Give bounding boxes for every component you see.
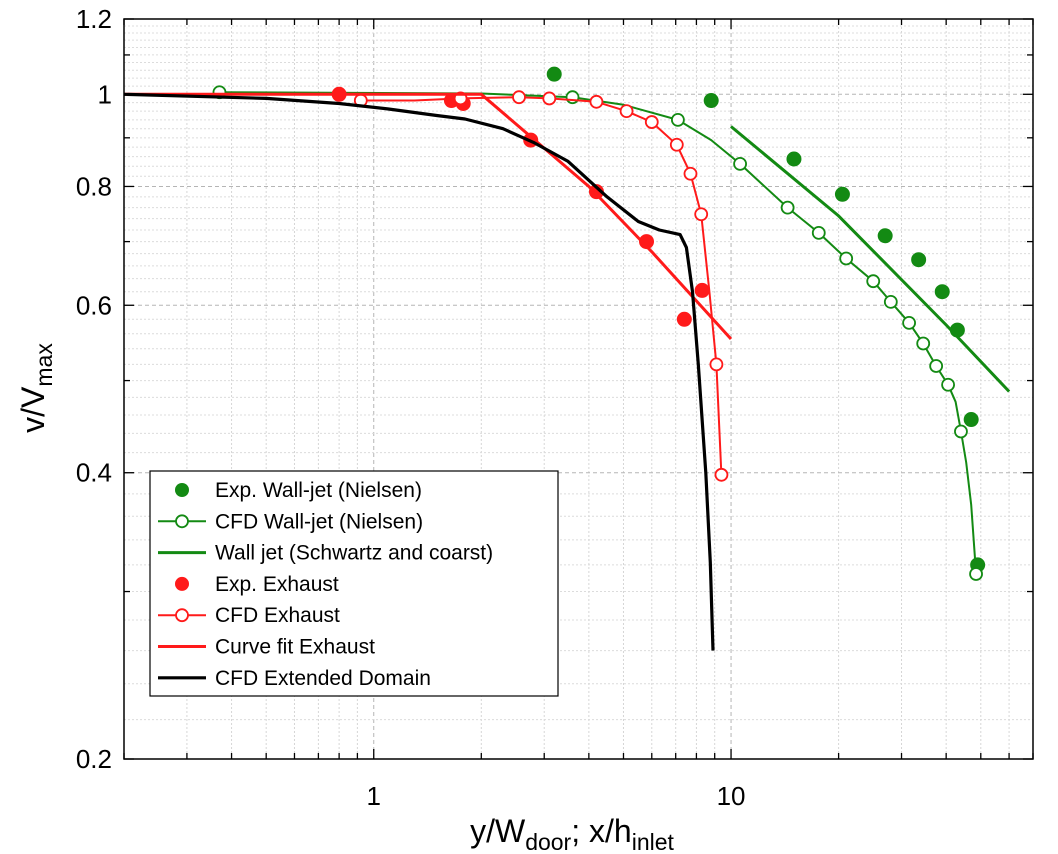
axis-ticks (123, 18, 1034, 760)
data-point (694, 282, 710, 298)
series-wall-jet-schwartz-and-coarst (730, 125, 1011, 393)
legend-entry: CFD Exhaust (158, 604, 340, 627)
data-point (703, 93, 719, 109)
y-tick-label: 1 (98, 79, 112, 109)
data-point (683, 166, 698, 181)
legend-marker (175, 483, 189, 497)
x-axis-title: y/Wdoor; x/hinlet (470, 813, 674, 854)
legend-box (149, 470, 559, 697)
legend: Exp. Wall-jet (Nielsen) CFD Wall-jet (Nie… (149, 470, 559, 697)
data-point (589, 94, 604, 109)
data-point (916, 336, 931, 351)
data-point (709, 357, 724, 372)
legend-label: CFD Extended Domain (215, 667, 431, 690)
data-point (954, 424, 968, 439)
legend-marker (175, 514, 189, 529)
data-point (963, 412, 979, 428)
data-point (839, 251, 854, 266)
data-point (877, 228, 893, 244)
data-point (786, 151, 802, 167)
data-point (969, 567, 983, 581)
y-tick-label: 0.6 (76, 290, 112, 320)
data-point (546, 66, 562, 82)
y-tick-label: 0.2 (76, 744, 112, 774)
data-point (929, 359, 944, 373)
x-tick-label: 10 (717, 781, 746, 811)
plot-frame (123, 18, 1034, 760)
data-point (902, 315, 916, 330)
legend-entry: CFD Wall-jet (Nielsen) (158, 510, 423, 533)
legend-entry: Curve fit Exhaust (158, 636, 375, 659)
data-point (714, 467, 729, 482)
series-curve-fit-exhaust (124, 92, 733, 341)
y-tick-label: 0.8 (76, 171, 112, 201)
legend-entry: CFD Extended Domain (158, 667, 431, 690)
legend-entry: Exp. Wall-jet (Nielsen) (175, 479, 422, 502)
series-layer (124, 66, 1011, 651)
data-point (883, 294, 898, 309)
legend-marker (175, 608, 189, 623)
legend-label: CFD Wall-jet (Nielsen) (215, 510, 423, 533)
series-line (730, 125, 1011, 393)
data-point (866, 274, 881, 289)
data-point (565, 90, 580, 105)
data-point (780, 200, 795, 215)
data-point (694, 207, 709, 222)
data-point (941, 377, 955, 392)
series-line (124, 92, 733, 341)
series-line (124, 92, 715, 651)
legend-label: Curve fit Exhaust (215, 636, 375, 659)
legend-entry: Wall jet (Schwartz and coarst) (158, 542, 493, 565)
data-point (811, 225, 826, 240)
y-tick-label: 1.2 (76, 4, 112, 34)
data-point (934, 284, 950, 300)
tick-labels: 1 10 0.2 0.4 0.6 0.8 1 1.2 (76, 4, 746, 811)
data-point (670, 112, 685, 127)
data-point (676, 311, 692, 327)
data-point (639, 234, 655, 250)
legend-entry: Exp. Exhaust (175, 573, 339, 596)
data-point (512, 90, 526, 105)
y-axis-title: v/Vmax (15, 343, 57, 433)
x-tick-label: 1 (367, 781, 381, 811)
data-point (542, 91, 557, 106)
legend-label: Exp. Wall-jet (Nielsen) (215, 479, 422, 502)
series-line (360, 96, 723, 475)
legend-label: CFD Exhaust (215, 604, 340, 627)
data-point (619, 104, 634, 119)
series-cfd-extended-domain (124, 92, 715, 651)
y-tick-label: 0.4 (76, 458, 112, 488)
series-cfd-wall-jet-nielsen (212, 85, 983, 581)
legend-label: Exp. Exhaust (215, 573, 339, 596)
data-point (834, 186, 850, 202)
legend-marker (175, 576, 189, 591)
data-point (733, 156, 747, 171)
data-point (669, 137, 684, 152)
data-point (644, 115, 659, 129)
legend-label: Wall jet (Schwartz and coarst) (215, 542, 493, 565)
data-point (911, 252, 927, 268)
